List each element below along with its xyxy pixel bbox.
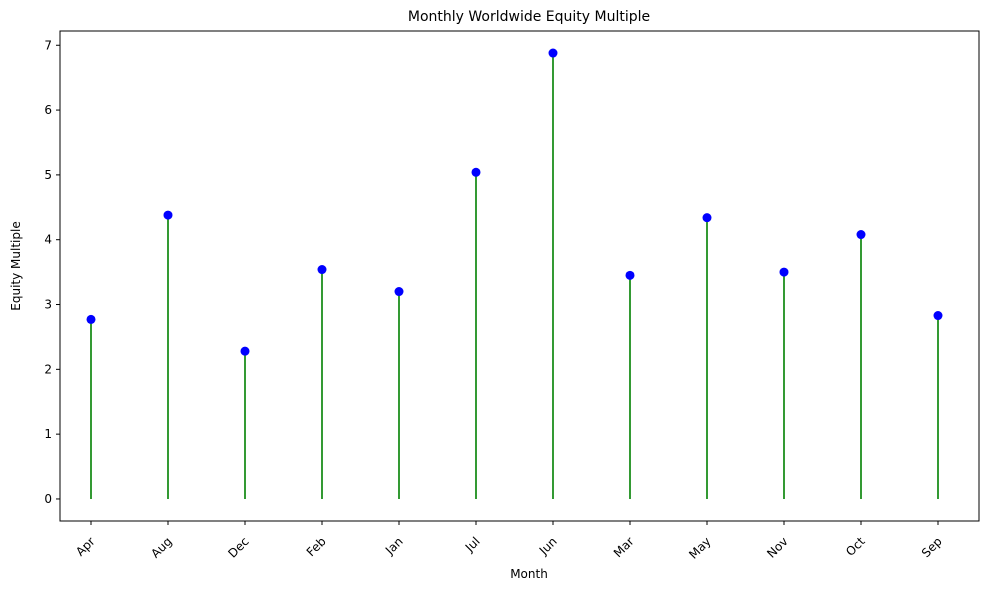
data-point-sep: [933, 311, 943, 321]
data-point-jan: [394, 287, 404, 297]
data-point-jun: [548, 48, 558, 58]
data-point-dec: [240, 346, 250, 356]
x-tick-label-oct: Oct: [843, 534, 868, 559]
x-tick-label-may: May: [686, 534, 713, 561]
x-tick-label-jan: Jan: [382, 534, 406, 558]
y-tick-label: 7: [44, 38, 52, 52]
data-point-mar: [625, 270, 635, 280]
x-tick-label-nov: Nov: [764, 534, 790, 560]
data-point-jul: [471, 167, 481, 177]
x-tick-label-jun: Jun: [536, 534, 560, 558]
x-tick-label-feb: Feb: [304, 534, 329, 559]
y-axis-title: Equity Multiple: [9, 221, 23, 310]
data-point-apr: [86, 314, 96, 324]
chart-title: Monthly Worldwide Equity Multiple: [408, 9, 650, 25]
y-tick-label: 6: [44, 103, 52, 117]
x-tick-label-aug: Aug: [148, 534, 174, 560]
y-tick-label: 3: [44, 298, 52, 312]
data-point-oct: [856, 230, 866, 240]
axes-frame: [59, 30, 980, 522]
x-tick-label-jul: Jul: [462, 534, 483, 555]
plot-area: 0 1 2 3 4 5 6 7 Apr Aug Dec Feb Jan Jul Jun Mar May Nov Oc…: [44, 30, 980, 562]
data-point-may: [702, 213, 712, 223]
y-tick-label: 0: [44, 492, 52, 506]
x-tick-label-sep: Sep: [919, 534, 945, 560]
y-tick-label: 1: [44, 427, 52, 441]
x-axis-title: Month: [510, 567, 548, 581]
data-point-feb: [317, 265, 327, 275]
x-tick-label-mar: Mar: [611, 534, 637, 560]
y-tick-label: 5: [44, 168, 52, 182]
y-tick-label: 4: [44, 233, 52, 247]
x-tick-label-apr: Apr: [73, 534, 98, 559]
data-point-nov: [779, 267, 789, 277]
x-tick-label-dec: Dec: [225, 534, 251, 560]
y-tick-label: 2: [44, 362, 52, 376]
data-point-aug: [163, 210, 173, 220]
